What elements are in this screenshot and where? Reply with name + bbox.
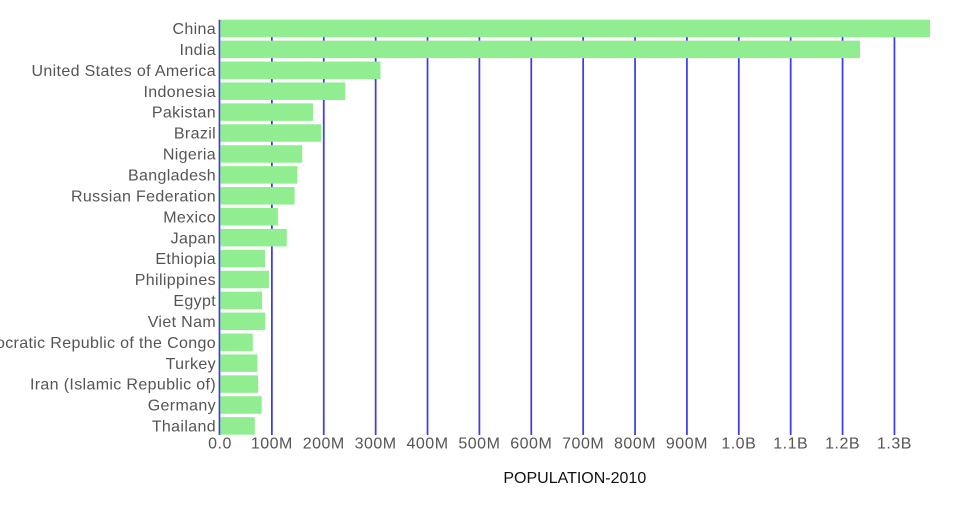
svg-text:India: India: [180, 42, 216, 59]
svg-text:Mexico: Mexico: [163, 209, 216, 226]
svg-text:Egypt: Egypt: [173, 293, 216, 310]
svg-text:300M: 300M: [355, 436, 397, 453]
svg-text:POPULATION-2010: POPULATION-2010: [503, 470, 646, 487]
svg-text:100M: 100M: [251, 436, 293, 453]
svg-text:400M: 400M: [407, 436, 449, 453]
svg-text:700M: 700M: [562, 436, 604, 453]
svg-text:China: China: [172, 21, 216, 38]
svg-text:Turkey: Turkey: [166, 356, 216, 373]
svg-text:Germany: Germany: [148, 398, 216, 415]
svg-text:Nigeria: Nigeria: [163, 147, 216, 164]
svg-text:Indonesia: Indonesia: [143, 84, 216, 101]
svg-text:0.0: 0.0: [208, 436, 232, 453]
svg-text:1.0B: 1.0B: [721, 436, 756, 453]
svg-text:Brazil: Brazil: [174, 126, 216, 143]
svg-text:1.3B: 1.3B: [877, 436, 912, 453]
svg-text:Bangladesh: Bangladesh: [128, 167, 216, 184]
svg-text:800M: 800M: [614, 436, 656, 453]
svg-text:Russian Federation: Russian Federation: [71, 188, 216, 205]
svg-text:Iran (Islamic Republic of): Iran (Islamic Republic of): [30, 377, 216, 394]
svg-text:Pakistan: Pakistan: [152, 105, 216, 122]
svg-text:Democratic Republic of the Con: Democratic Republic of the Congo: [0, 335, 216, 352]
svg-text:500M: 500M: [458, 436, 500, 453]
svg-text:1.1B: 1.1B: [773, 436, 808, 453]
svg-text:1.2B: 1.2B: [825, 436, 860, 453]
svg-text:900M: 900M: [666, 436, 708, 453]
svg-text:200M: 200M: [303, 436, 345, 453]
svg-text:600M: 600M: [510, 436, 552, 453]
svg-text:Ethiopia: Ethiopia: [155, 251, 216, 268]
svg-text:Thailand: Thailand: [152, 419, 216, 436]
svg-text:Philippines: Philippines: [135, 272, 216, 289]
svg-text:Viet Nam: Viet Nam: [148, 314, 216, 331]
svg-text:Japan: Japan: [171, 230, 216, 247]
svg-text:United States of America: United States of America: [32, 63, 217, 80]
